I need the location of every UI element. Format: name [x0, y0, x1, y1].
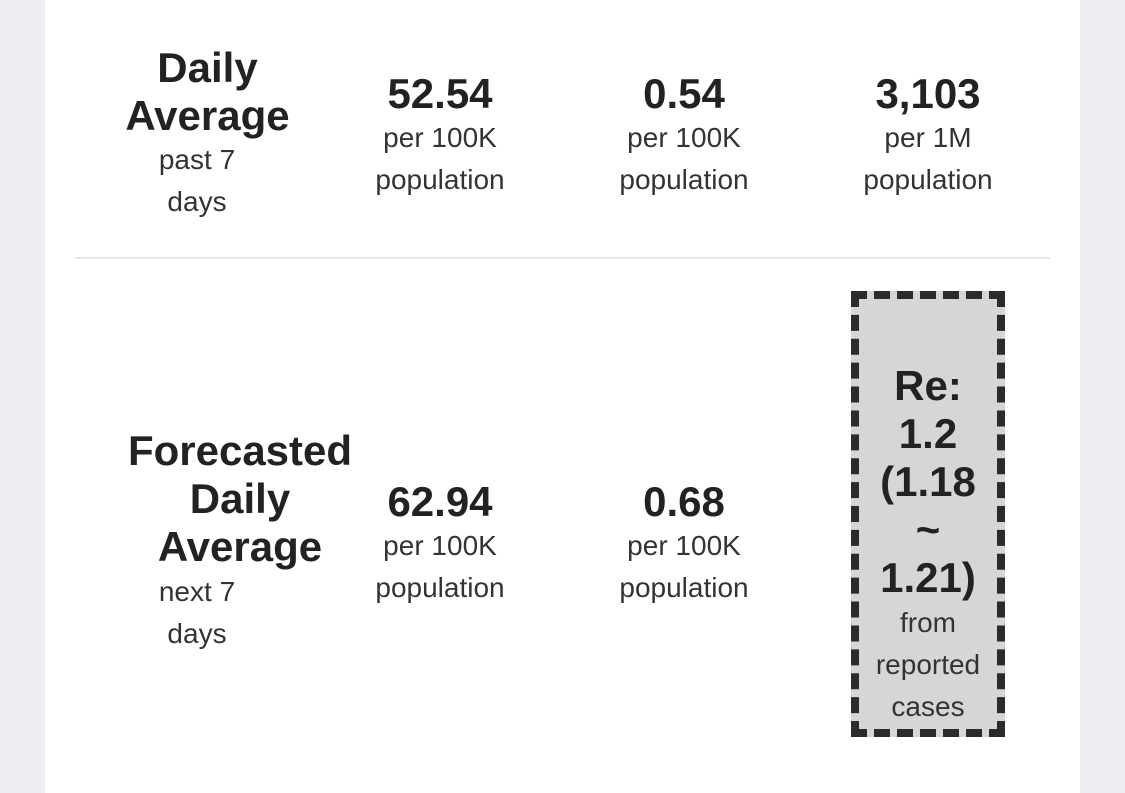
metric-value: 52.54: [387, 70, 493, 117]
re-source-line: cases: [891, 691, 965, 722]
metric-unit: per 1M: [884, 122, 972, 153]
deaths-per-100k-metric: 0.54 per 100K population: [574, 71, 794, 201]
re-source-line: from: [900, 607, 956, 638]
re-value-line: ~: [915, 506, 941, 553]
row-divider: [75, 257, 1050, 259]
metric-unit: population: [619, 164, 749, 195]
period-line: past 7: [158, 144, 236, 175]
forecast-deaths-per-100k-metric: 0.68 per 100K population: [574, 479, 794, 609]
daily-average-title-line: Average: [125, 92, 290, 139]
metric-unit: population: [863, 164, 993, 195]
forecast-period: next 7 days: [135, 571, 259, 655]
metric-value: 3,103: [875, 70, 981, 117]
metric-unit: population: [375, 164, 505, 195]
daily-average-label: Daily Average: [100, 44, 315, 140]
forecast-title-line: Daily: [189, 475, 291, 522]
metric-value: 0.68: [643, 478, 725, 525]
daily-average-title-line: Daily: [157, 44, 258, 91]
daily-average-row: Daily Average past 7 days 52.54 per 100K…: [45, 0, 1080, 258]
re-highlight-box: Re: 1.2 (1.18 ~ 1.21) from reported case…: [851, 291, 1005, 737]
metric-unit: population: [619, 572, 749, 603]
re-value-line: 1.2: [898, 410, 958, 457]
tests-per-1m-metric: 3,103 per 1M population: [818, 71, 1038, 201]
daily-average-period: past 7 days: [135, 139, 259, 223]
re-value: Re: 1.2 (1.18 ~ 1.21): [859, 362, 997, 602]
period-line: next 7: [158, 576, 236, 607]
metric-unit: per 100K: [383, 530, 497, 561]
forecast-title-line: Forecasted: [127, 427, 353, 474]
stats-card: Daily Average past 7 days 52.54 per 100K…: [45, 0, 1080, 793]
forecast-cases-per-100k-metric: 62.94 per 100K population: [330, 479, 550, 609]
re-value-line: (1.18: [880, 458, 976, 505]
cases-per-100k-metric: 52.54 per 100K population: [330, 71, 550, 201]
forecast-title-line: Average: [157, 523, 323, 570]
re-source: from reported cases: [859, 602, 997, 728]
re-value-line: Re:: [894, 362, 962, 409]
metric-unit: per 100K: [627, 530, 741, 561]
metric-unit: per 100K: [627, 122, 741, 153]
period-line: days: [167, 186, 227, 217]
metric-value: 62.94: [387, 478, 493, 525]
re-value-line: 1.21): [880, 554, 976, 601]
metric-value: 0.54: [643, 70, 725, 117]
re-source-line: reported: [875, 649, 981, 680]
metric-unit: population: [375, 572, 505, 603]
period-line: days: [167, 618, 227, 649]
metric-unit: per 100K: [383, 122, 497, 153]
forecasted-daily-average-label: Forecasted Daily Average: [115, 427, 365, 571]
